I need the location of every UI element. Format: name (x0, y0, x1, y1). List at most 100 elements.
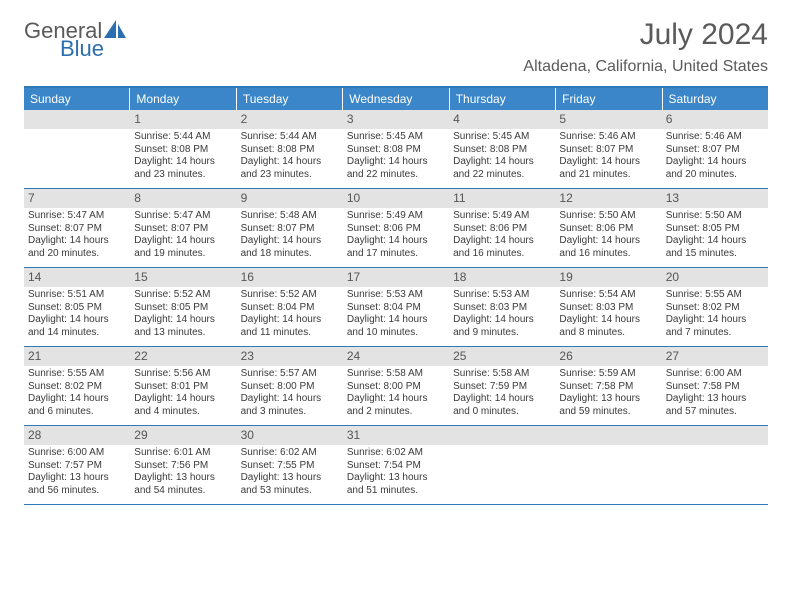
daylight-text: Daylight: 14 hours and 14 minutes. (28, 314, 126, 339)
day-cell: 4Sunrise: 5:45 AMSunset: 8:08 PMDaylight… (449, 110, 555, 188)
day-number: 5 (555, 110, 661, 129)
day-cell: 15Sunrise: 5:52 AMSunset: 8:05 PMDayligh… (130, 268, 236, 346)
sunset-text: Sunset: 8:06 PM (453, 223, 551, 236)
brand-blue: Blue (60, 38, 128, 60)
brand-logo: General Blue (24, 18, 128, 60)
sunrise-text: Sunrise: 5:46 AM (559, 131, 657, 144)
day-cell: 6Sunrise: 5:46 AMSunset: 8:07 PMDaylight… (662, 110, 768, 188)
sunrise-text: Sunrise: 5:58 AM (347, 368, 445, 381)
day-number: 1 (130, 110, 236, 129)
day-body: Sunrise: 5:52 AMSunset: 8:05 PMDaylight:… (130, 287, 236, 343)
dow-monday: Monday (130, 88, 236, 110)
daylight-text: Daylight: 14 hours and 10 minutes. (347, 314, 445, 339)
sunrise-text: Sunrise: 5:56 AM (134, 368, 232, 381)
sunset-text: Sunset: 7:58 PM (666, 381, 764, 394)
day-number: 16 (237, 268, 343, 287)
dow-friday: Friday (556, 88, 662, 110)
day-cell (449, 426, 555, 504)
sunset-text: Sunset: 7:58 PM (559, 381, 657, 394)
sunrise-text: Sunrise: 5:55 AM (666, 289, 764, 302)
daylight-text: Daylight: 13 hours and 57 minutes. (666, 393, 764, 418)
sunset-text: Sunset: 7:54 PM (347, 460, 445, 473)
sunset-text: Sunset: 8:00 PM (347, 381, 445, 394)
daylight-text: Daylight: 14 hours and 13 minutes. (134, 314, 232, 339)
daylight-text: Daylight: 14 hours and 9 minutes. (453, 314, 551, 339)
daylight-text: Daylight: 13 hours and 53 minutes. (241, 472, 339, 497)
day-number: 31 (343, 426, 449, 445)
day-cell: 7Sunrise: 5:47 AMSunset: 8:07 PMDaylight… (24, 189, 130, 267)
day-number: 14 (24, 268, 130, 287)
day-cell: 1 Sunrise: 5:44 AMSunset: 8:08 PMDaylight… (130, 110, 236, 188)
title-block: July 2024 Altadena, California, United S… (523, 18, 768, 76)
day-number: 17 (343, 268, 449, 287)
page-header: General Blue July 2024 Altadena, Califor… (24, 18, 768, 76)
day-number: 22 (130, 347, 236, 366)
sunrise-text: Sunrise: 5:57 AM (241, 368, 339, 381)
sunrise-text: Sunrise: 6:01 AM (134, 447, 232, 460)
day-body: Sunrise: 5:49 AMSunset: 8:06 PMDaylight:… (449, 208, 555, 264)
day-body: Sunrise: 6:00 AMSunset: 7:58 PMDaylight:… (662, 366, 768, 422)
day-number: 12 (555, 189, 661, 208)
daylight-text: Daylight: 14 hours and 6 minutes. (28, 393, 126, 418)
sunrise-text: Sunrise: 5:47 AM (28, 210, 126, 223)
daylight-text: Daylight: 14 hours and 21 minutes. (559, 156, 657, 181)
day-cell: 12 Sunrise: 5:50 AMSunset: 8:06 PMDayligh… (555, 189, 661, 267)
sunset-text: Sunset: 8:07 PM (134, 223, 232, 236)
weeks-container: 1Sunrise: 5:44 AMSunset: 8:08 PMDaylight… (24, 110, 768, 505)
day-cell: 16Sunrise: 5:52 AMSunset: 8:04 PMDayligh… (237, 268, 343, 346)
day-body: Sunrise: 5:58 AMSunset: 8:00 PMDaylight:… (343, 366, 449, 422)
day-cell (24, 110, 130, 188)
day-cell (662, 426, 768, 504)
day-number: 7 (24, 189, 130, 208)
sunrise-text: Sunrise: 5:44 AM (241, 131, 339, 144)
day-of-week-header-row: Sunday Monday Tuesday Wednesday Thursday… (24, 88, 768, 110)
day-cell: 27Sunrise: 6:00 AMSunset: 7:58 PMDayligh… (662, 347, 768, 425)
day-cell: 3Sunrise: 5:45 AMSunset: 8:08 PMDaylight… (343, 110, 449, 188)
dow-thursday: Thursday (450, 88, 556, 110)
sunrise-text: Sunrise: 5:44 AM (134, 131, 232, 144)
day-number: 27 (662, 347, 768, 366)
week-row: 1Sunrise: 5:44 AMSunset: 8:08 PMDaylight… (24, 110, 768, 189)
daylight-text: Daylight: 14 hours and 17 minutes. (347, 235, 445, 260)
sunrise-text: Sunrise: 5:46 AM (666, 131, 764, 144)
daylight-text: Daylight: 14 hours and 16 minutes. (559, 235, 657, 260)
day-cell: 28Sunrise: 6:00 AMSunset: 7:57 PMDayligh… (24, 426, 130, 504)
daylight-text: Daylight: 14 hours and 23 minutes. (241, 156, 339, 181)
sunrise-text: Sunrise: 5:50 AM (559, 210, 657, 223)
sunrise-text: Sunrise: 5:48 AM (241, 210, 339, 223)
day-number: 21 (24, 347, 130, 366)
sunrise-text: Sunrise: 5:45 AM (347, 131, 445, 144)
day-number: 11 (449, 189, 555, 208)
day-cell: 11Sunrise: 5:49 AMSunset: 8:06 PMDayligh… (449, 189, 555, 267)
day-body: Sunrise: 5:45 AMSunset: 8:08 PMDaylight:… (449, 129, 555, 185)
day-number (555, 426, 661, 445)
sunset-text: Sunset: 8:06 PM (559, 223, 657, 236)
day-cell: 21Sunrise: 5:55 AMSunset: 8:02 PMDayligh… (24, 347, 130, 425)
sunrise-text: Sunrise: 5:52 AM (241, 289, 339, 302)
day-body: Sunrise: 5:53 AMSunset: 8:04 PMDaylight:… (343, 287, 449, 343)
day-cell: 24Sunrise: 5:58 AMSunset: 8:00 PMDayligh… (343, 347, 449, 425)
sunrise-text: Sunrise: 5:50 AM (666, 210, 764, 223)
day-body: Sunrise: 5:53 AMSunset: 8:03 PMDaylight:… (449, 287, 555, 343)
dow-saturday: Saturday (663, 88, 768, 110)
daylight-text: Daylight: 14 hours and 15 minutes. (666, 235, 764, 260)
day-number (449, 426, 555, 445)
sunset-text: Sunset: 8:01 PM (134, 381, 232, 394)
daylight-text: Daylight: 14 hours and 4 minutes. (134, 393, 232, 418)
daylight-text: Daylight: 14 hours and 23 minutes. (134, 156, 232, 181)
sunrise-text: Sunrise: 5:51 AM (28, 289, 126, 302)
day-number: 3 (343, 110, 449, 129)
sunrise-text: Sunrise: 5:53 AM (453, 289, 551, 302)
day-body: Sunrise: 5:47 AMSunset: 8:07 PMDaylight:… (130, 208, 236, 264)
sunset-text: Sunset: 8:08 PM (134, 144, 232, 157)
day-cell: 13Sunrise: 5:50 AMSunset: 8:05 PMDayligh… (662, 189, 768, 267)
day-body: Sunrise: 5:49 AMSunset: 8:06 PMDaylight:… (343, 208, 449, 264)
day-cell: 22 Sunrise: 5:56 AMSunset: 8:01 PMDayligh… (130, 347, 236, 425)
day-body (662, 445, 768, 451)
day-body: Sunrise: 5:47 AMSunset: 8:07 PMDaylight:… (24, 208, 130, 264)
day-body: Sunrise: 5:52 AMSunset: 8:04 PMDaylight:… (237, 287, 343, 343)
day-body: Sunrise: 6:02 AMSunset: 7:55 PMDaylight:… (237, 445, 343, 501)
day-cell: 14Sunrise: 5:51 AMSunset: 8:05 PMDayligh… (24, 268, 130, 346)
sunrise-text: Sunrise: 5:49 AM (453, 210, 551, 223)
sunset-text: Sunset: 8:03 PM (453, 302, 551, 315)
